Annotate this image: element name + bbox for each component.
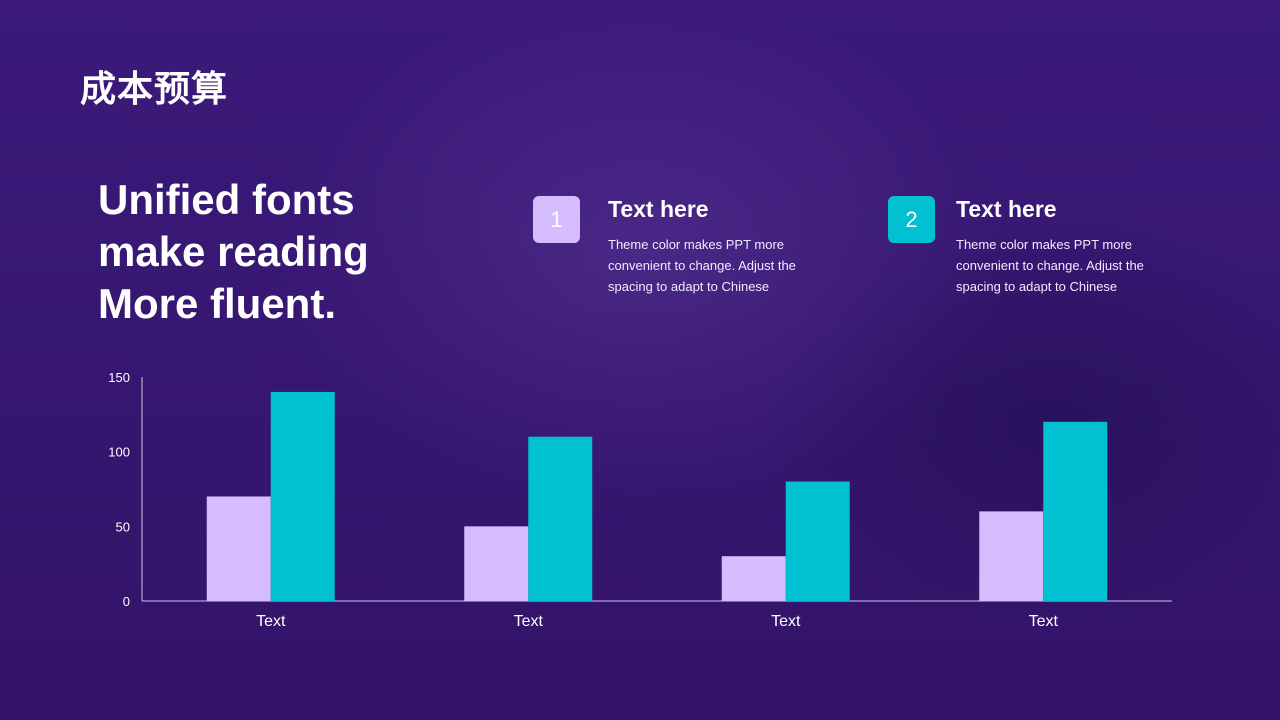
feature-2: 2 Text here Theme color makes PPT more c… bbox=[888, 196, 1188, 306]
bar-series-1 bbox=[979, 511, 1044, 601]
headline-line-1: Unified fonts bbox=[98, 176, 355, 223]
feature-2-title: Text here bbox=[956, 196, 1057, 222]
feature-1-title: Text here bbox=[608, 196, 709, 222]
bar-series-2 bbox=[785, 481, 850, 601]
headline: Unified fonts make reading More fluent. bbox=[98, 174, 478, 330]
y-tick-label: 0 bbox=[123, 594, 130, 609]
page-title: 成本预算 bbox=[80, 68, 229, 109]
y-tick-label: 100 bbox=[108, 445, 130, 460]
bar-series-1 bbox=[464, 526, 529, 601]
feature-2-number-badge: 2 bbox=[888, 196, 935, 243]
x-category-label: Text bbox=[1029, 613, 1059, 630]
bar-series-1 bbox=[206, 496, 271, 601]
bar-series-2 bbox=[270, 391, 335, 601]
feature-1-description: Theme color makes PPT more convenient to… bbox=[608, 237, 796, 294]
y-tick-label: 150 bbox=[108, 370, 130, 385]
x-category-label: Text bbox=[256, 613, 286, 630]
headline-line-3: More fluent. bbox=[98, 280, 336, 327]
bar-series-1 bbox=[721, 556, 786, 601]
x-category-label: Text bbox=[514, 613, 544, 630]
y-tick-label: 50 bbox=[116, 519, 130, 534]
feature-1: 1 Text here Theme color makes PPT more c… bbox=[533, 196, 833, 306]
bar-series-2 bbox=[1043, 421, 1108, 601]
feature-2-description: Theme color makes PPT more convenient to… bbox=[956, 237, 1144, 294]
bar-series-2 bbox=[528, 436, 593, 601]
x-category-label: Text bbox=[771, 613, 801, 630]
headline-line-2: make reading bbox=[98, 228, 369, 275]
feature-1-number-badge: 1 bbox=[533, 196, 580, 243]
